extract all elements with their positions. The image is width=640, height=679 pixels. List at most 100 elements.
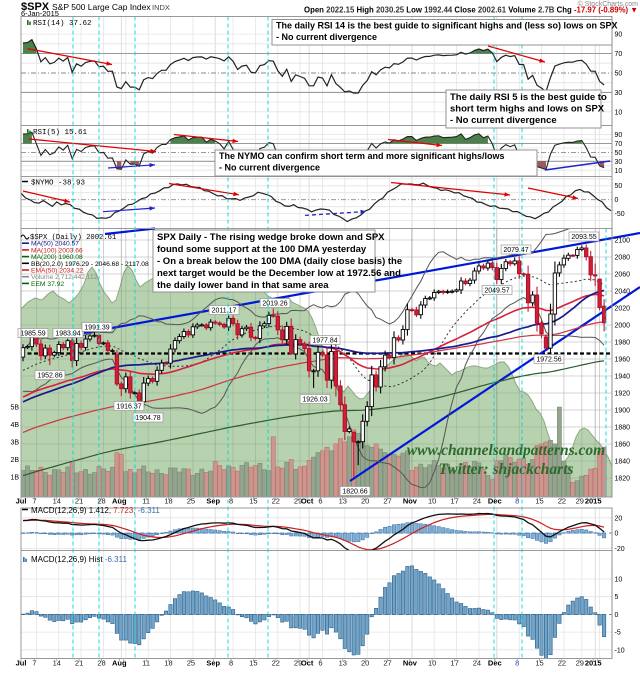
svg-text:1985.59: 1985.59 [20,331,45,338]
svg-text:21: 21 [75,659,83,668]
svg-text:2060: 2060 [615,272,631,279]
svg-text:22: 22 [272,497,280,506]
svg-text:the daily lower band in that s: the daily lower band in that same area [157,280,329,291]
svg-text:1952.86: 1952.86 [37,373,62,380]
svg-text:MA(100) 2003.66: MA(100) 2003.66 [31,247,83,254]
svg-text:30: 30 [615,90,623,97]
svg-text:1960: 1960 [615,357,631,364]
svg-text:INDX: INDX [152,3,170,12]
svg-text:5: 5 [615,594,619,601]
svg-text:Nov: Nov [403,659,418,668]
svg-text:0: 0 [615,197,619,204]
svg-text:14: 14 [53,497,61,506]
svg-text:Jul: Jul [16,497,27,506]
svg-text:10: 10 [428,497,436,506]
svg-text:18: 18 [164,497,172,506]
svg-text:15: 15 [249,497,257,506]
svg-text:17: 17 [450,497,458,506]
svg-text:1977.84: 1977.84 [312,338,337,345]
svg-text:25: 25 [187,497,195,506]
svg-text:50: 50 [615,150,623,157]
svg-text:2015: 2015 [585,497,602,506]
svg-text:8: 8 [515,497,519,506]
svg-text:13: 13 [339,497,347,506]
svg-text:1940: 1940 [615,374,631,381]
svg-text:www.channelsandpatterns.com: www.channelsandpatterns.com [407,442,605,459]
svg-text:Twitter: shjackcharts: Twitter: shjackcharts [438,461,573,478]
svg-text:24: 24 [473,497,481,506]
svg-text:70: 70 [615,141,623,148]
svg-text:1900: 1900 [615,408,631,415]
svg-text:Oct: Oct [301,497,314,506]
svg-text:30: 30 [615,159,623,166]
svg-text:$SPX (Daily) 2002.61: $SPX (Daily) 2002.61 [30,234,116,242]
svg-text:MACD(12,26,9) Hist -6.311: MACD(12,26,9) Hist -6.311 [31,555,127,564]
svg-text:RSI(14) 37.62: RSI(14) 37.62 [33,20,92,28]
svg-text:1820: 1820 [615,476,631,483]
svg-text:2100: 2100 [615,238,631,245]
svg-text:0: 0 [615,612,619,619]
svg-text:5B: 5B [10,405,19,412]
svg-text:25: 25 [187,659,195,668]
svg-text:10: 10 [615,577,623,584]
svg-text:2080: 2080 [615,255,631,262]
svg-text:20: 20 [361,659,369,668]
svg-text:-5: -5 [615,630,621,637]
svg-text:found some support at the 100: found some support at the 100 DMA yester… [157,244,367,255]
svg-text:22: 22 [272,659,280,668]
svg-text:$NYMO -38.93: $NYMO -38.93 [31,180,86,188]
svg-text:7: 7 [32,659,36,668]
svg-text:8: 8 [229,497,233,506]
svg-text:1840: 1840 [615,459,631,466]
svg-text:2040: 2040 [615,289,631,296]
svg-text:1991.39: 1991.39 [84,325,109,332]
svg-text:Dec: Dec [488,659,502,668]
svg-text:18: 18 [164,659,172,668]
svg-text:2000: 2000 [615,323,631,330]
svg-text:6: 6 [318,497,322,506]
svg-text:2020: 2020 [615,306,631,313]
svg-text:29: 29 [294,659,302,668]
svg-text:90: 90 [615,32,623,39]
svg-text:-10: -10 [615,647,625,654]
svg-text:22: 22 [558,497,566,506]
svg-text:2019.26: 2019.26 [262,301,287,308]
svg-text:24: 24 [473,659,481,668]
svg-text:11: 11 [142,659,150,668]
svg-text:Open 2022.15 High 2030.25 Low: Open 2022.15 High 2030.25 Low 1992.44 Cl… [304,6,638,15]
svg-text:13: 13 [339,659,347,668]
svg-text:1980: 1980 [615,340,631,347]
svg-text:70: 70 [615,51,623,58]
svg-text:29: 29 [294,497,302,506]
svg-text:14: 14 [53,659,61,668]
svg-text:29: 29 [576,659,584,668]
svg-text:Volume 2,712,442,112: Volume 2,712,442,112 [31,274,98,281]
svg-text:MACD(12,26,9) 1.412, 7.723, -6: MACD(12,26,9) 1.412, 7.723, -6.311 [31,506,160,515]
svg-text:© StockCharts.com: © StockCharts.com [578,0,639,8]
svg-text:11: 11 [142,497,150,506]
svg-text:27: 27 [383,497,391,506]
svg-text:2079.47: 2079.47 [503,247,528,254]
svg-text:- No current divergence: - No current divergence [450,115,557,126]
svg-text:27: 27 [383,659,391,668]
svg-text:EEM 37.92: EEM 37.92 [31,281,64,288]
svg-text:29: 29 [576,497,584,506]
svg-text:10: 10 [428,659,436,668]
svg-text:S&P 500 Large Cap Index: S&P 500 Large Cap Index [52,2,151,12]
svg-text:1926.03: 1926.03 [302,397,327,404]
svg-text:-50: -50 [615,211,625,218]
svg-text:1920: 1920 [615,391,631,398]
svg-text:next target would be the Decem: next target would be the December low at… [157,268,401,279]
svg-text:-20: -20 [615,546,625,553]
svg-text:Nov: Nov [403,497,418,506]
svg-text:MA(50) 2040.57: MA(50) 2040.57 [31,241,79,248]
svg-text:SPX Daily - The rising wedge b: SPX Daily - The rising wedge broke down … [157,232,385,243]
svg-text:20: 20 [361,497,369,506]
svg-text:6: 6 [318,659,322,668]
svg-text:EMA(50) 2034.22: EMA(50) 2034.22 [31,268,84,275]
svg-text:- On a break below the 100 DMA: - On a break below the 100 DMA (daily cl… [157,256,402,267]
svg-text:15: 15 [535,659,543,668]
svg-text:8: 8 [229,659,233,668]
svg-text:Sep: Sep [206,659,220,668]
svg-text:90: 90 [615,132,623,139]
